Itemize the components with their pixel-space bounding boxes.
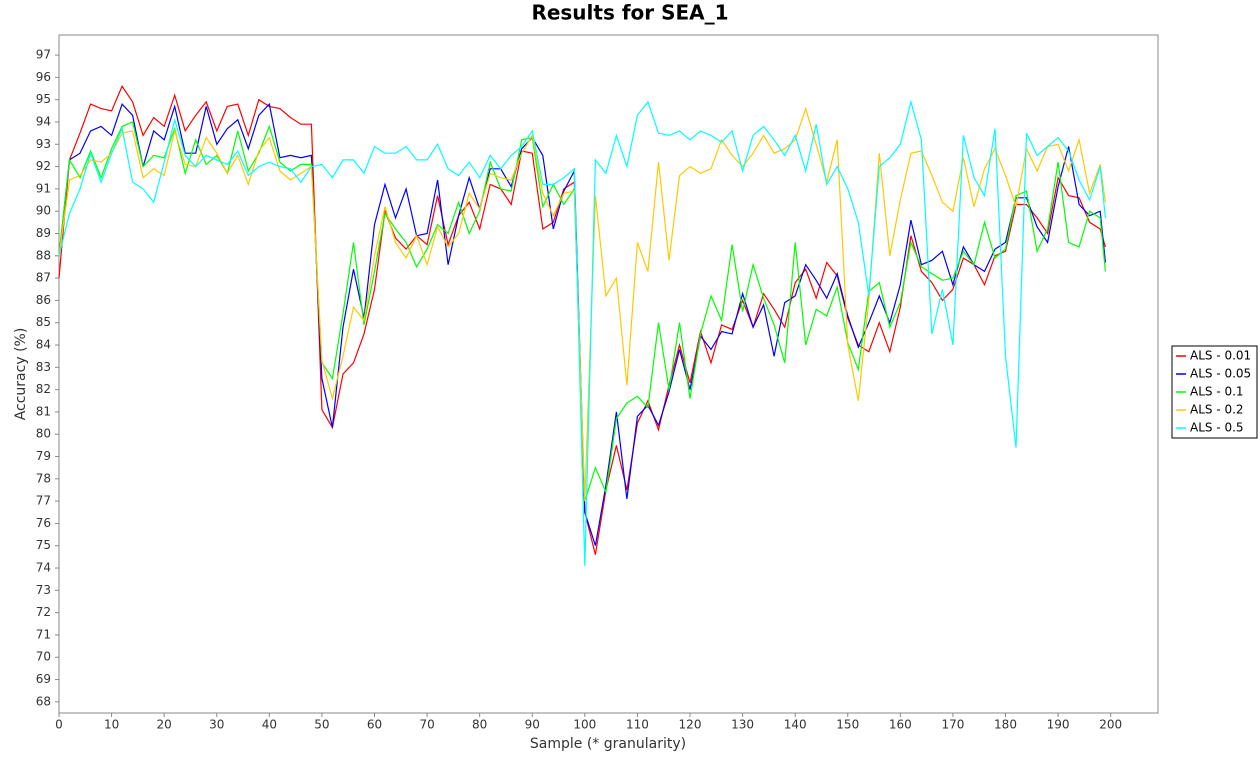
y-tick-label: 83: [36, 360, 51, 374]
x-axis-label: Sample (* granularity): [530, 736, 686, 752]
x-tick-label: 160: [889, 718, 912, 732]
y-tick-label: 95: [36, 92, 51, 106]
y-tick-label: 87: [36, 271, 51, 285]
x-tick-label: 140: [784, 718, 807, 732]
y-tick-label: 92: [36, 159, 51, 173]
y-tick-label: 89: [36, 226, 51, 240]
x-tick-label: 120: [679, 718, 702, 732]
x-tick-label: 130: [731, 718, 754, 732]
x-tick-label: 30: [209, 718, 224, 732]
series-line: [58, 106, 1106, 502]
x-tick-label: 190: [1047, 718, 1070, 732]
y-tick-label: 82: [36, 382, 51, 396]
y-tick-label: 79: [36, 449, 51, 463]
y-tick-label: 75: [36, 538, 51, 552]
y-tick-label: 73: [36, 583, 51, 597]
legend-label: ALS - 0.2: [1190, 403, 1244, 417]
y-tick-label: 76: [36, 516, 51, 530]
y-tick-label: 72: [36, 605, 51, 619]
x-tick-label: 0: [55, 718, 63, 732]
x-tick-label: 10: [104, 718, 119, 732]
series-line: [58, 102, 1106, 546]
x-tick-label: 170: [941, 718, 964, 732]
x-tick-label: 20: [157, 718, 172, 732]
x-tick-label: 90: [525, 718, 540, 732]
y-tick-label: 84: [36, 338, 51, 352]
y-tick-label: 68: [36, 694, 51, 708]
y-tick-label: 93: [36, 137, 51, 151]
y-tick-label: 78: [36, 471, 51, 485]
y-tick-label: 88: [36, 248, 51, 262]
x-tick-label: 60: [367, 718, 382, 732]
x-tick-label: 150: [836, 718, 859, 732]
y-tick-label: 90: [36, 204, 51, 218]
x-tick-label: 80: [472, 718, 487, 732]
y-tick-label: 91: [36, 181, 51, 195]
y-tick-label: 69: [36, 672, 51, 686]
series-line: [58, 99, 1106, 566]
x-tick-label: 100: [573, 718, 596, 732]
x-tick-label: 180: [994, 718, 1017, 732]
x-tick-label: 70: [419, 718, 434, 732]
y-tick-label: 85: [36, 315, 51, 329]
y-tick-label: 74: [36, 561, 51, 575]
legend-label: ALS - 0.1: [1190, 385, 1244, 399]
y-tick-label: 86: [36, 293, 51, 307]
legend-box: [1171, 345, 1258, 439]
y-tick-label: 81: [36, 404, 51, 418]
y-tick-label: 71: [36, 627, 51, 641]
x-tick-label: 50: [314, 718, 329, 732]
y-tick-label: 97: [36, 48, 51, 62]
x-tick-label: 200: [1099, 718, 1122, 732]
y-tick-label: 94: [36, 114, 51, 128]
y-tick-label: 80: [36, 427, 51, 441]
legend-label: ALS - 0.01: [1190, 349, 1251, 363]
x-tick-label: 110: [626, 718, 649, 732]
legend-label: ALS - 0.05: [1190, 367, 1251, 381]
chart-title: Results for SEA_1: [531, 1, 728, 25]
y-tick-label: 70: [36, 650, 51, 664]
y-axis-label: Accuracy (%): [13, 328, 29, 421]
legend-label: ALS - 0.5: [1190, 421, 1244, 435]
y-tick-label: 77: [36, 494, 51, 508]
y-tick-label: 96: [36, 70, 51, 84]
x-tick-label: 40: [262, 718, 277, 732]
